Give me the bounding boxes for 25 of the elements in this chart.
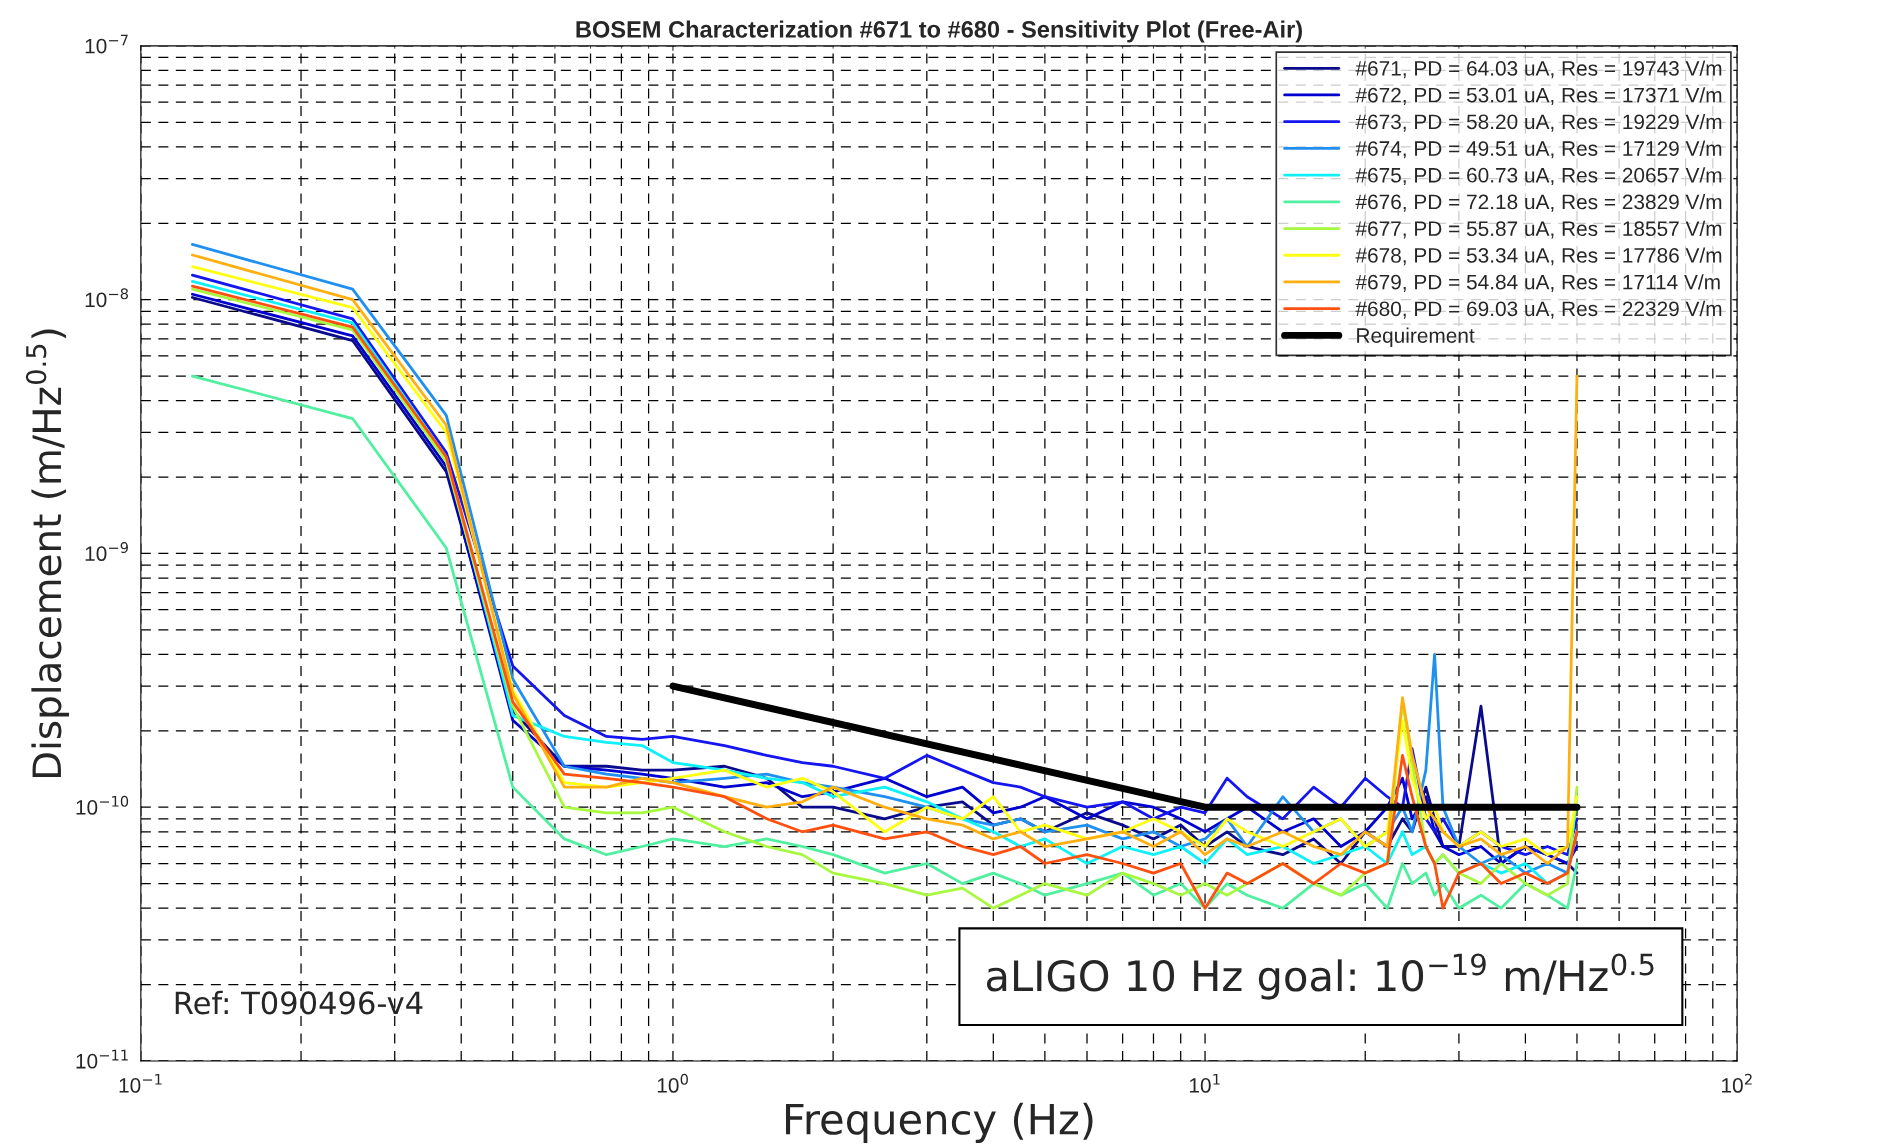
legend-label: #678, PD = 53.34 uA, Res = 17786 V/m (1355, 247, 1722, 266)
legend-label: #676, PD = 72.18 uA, Res = 23829 V/m (1355, 194, 1722, 212)
x-tick-label: 10$^{1}$ (1189, 1073, 1220, 1093)
legend-label: #672, PD = 53.01 uA, Res = 17371 V/m (1355, 87, 1722, 105)
legend-label: #673, PD = 58.20 uA, Res = 19229 V/m (1355, 113, 1722, 132)
y-axis-title: Displacement (m/Hz$^{0.5}$) (25, 329, 70, 778)
legend-label: #675, PD = 60.73 uA, Res = 20657 V/m (1355, 167, 1722, 186)
annotation: Ref: T090496-v4 (175, 990, 423, 1015)
x-tick-label: 10$^{−1}$ (119, 1073, 162, 1093)
y-tick-label: 10$^{−11}$ (76, 1049, 128, 1069)
legend-label: #674, PD = 49.51 uA, Res = 17129 V/m (1355, 140, 1722, 159)
y-tick-label: 10$^{−8}$ (85, 288, 128, 308)
legend-label: #680, PD = 69.03 uA, Res = 22329 V/m (1355, 300, 1722, 319)
chart-title: BOSEM Characterization #671 to #680 - Sensitivity Plot (Free-Air) (576, 20, 1302, 43)
legend-label: #677, PD = 55.87 uA, Res = 18557 V/m (1355, 220, 1722, 239)
x-tick-label: 10$^{0}$ (657, 1073, 688, 1093)
legend-label: Requirement (1357, 327, 1475, 348)
annotation: aLIGO 10 Hz goal: 10$^{−19}$ m/Hz$^{0.5}$ (986, 953, 1654, 1000)
x-tick-label: 10$^{2}$ (1722, 1073, 1752, 1093)
legend-label: #679, PD = 54.84 uA, Res = 17114 V/m (1355, 274, 1720, 292)
y-tick-label: 10$^{−10}$ (76, 795, 129, 815)
legend-label: #671, PD = 64.03 uA, Res = 19743 V/m (1355, 60, 1722, 79)
y-tick-label: 10$^{−9}$ (85, 542, 128, 562)
y-tick-label: 10$^{−7}$ (85, 34, 128, 54)
x-axis-title: Frequency (Hz) (785, 1102, 1093, 1143)
